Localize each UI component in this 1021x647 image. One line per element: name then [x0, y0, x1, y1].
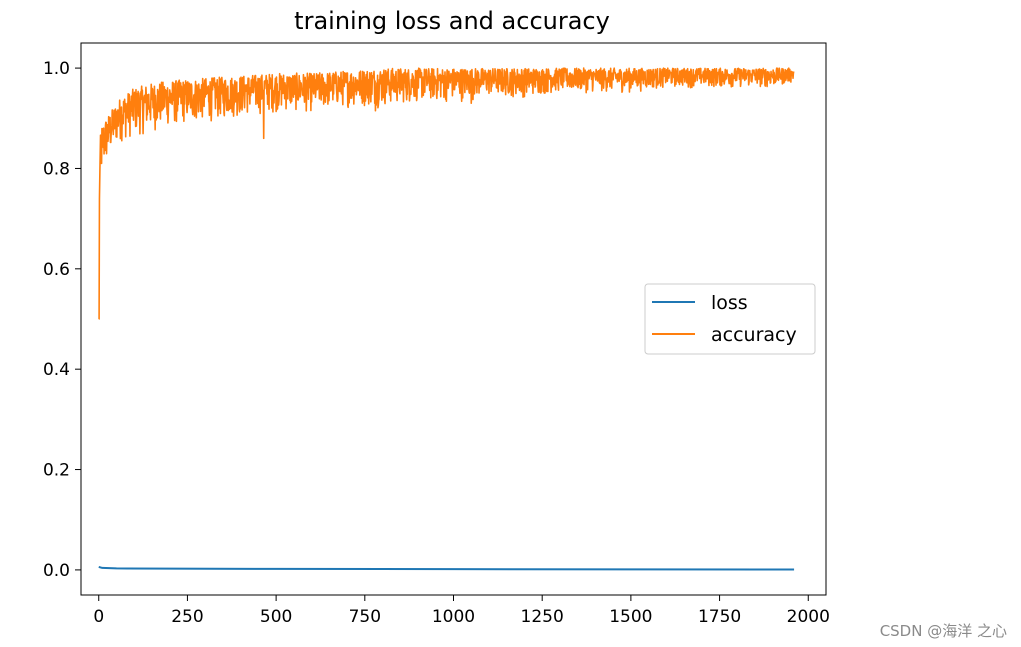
- x-tick-label: 2000: [787, 607, 830, 627]
- y-tick-label: 0.2: [43, 461, 70, 481]
- x-tick-label: 1500: [609, 607, 652, 627]
- y-axis: 0.0 0.2 0.4 0.6 0.8 1.0: [43, 59, 81, 581]
- x-tick-label: 1750: [698, 607, 741, 627]
- x-tick-label: 500: [260, 607, 292, 627]
- x-tick-label: 750: [349, 607, 381, 627]
- series-line-accuracy: [98, 67, 795, 320]
- legend-label-loss: loss: [711, 292, 748, 314]
- x-axis: 0 250 500 750 1000 1250 1500 1750 2000: [93, 595, 830, 627]
- y-tick-label: 1.0: [43, 59, 70, 79]
- x-tick-label: 1000: [432, 607, 475, 627]
- chart-title: training loss and accuracy: [294, 7, 610, 35]
- series-line-loss: [98, 565, 795, 571]
- y-tick-label: 0.4: [43, 360, 70, 380]
- x-tick-label: 1250: [521, 607, 564, 627]
- legend: loss accuracy: [644, 283, 816, 355]
- legend-label-accuracy: accuracy: [711, 324, 797, 346]
- y-tick-label: 0.8: [43, 159, 70, 179]
- x-tick-label: 250: [171, 607, 203, 627]
- y-tick-label: 0.0: [43, 561, 70, 581]
- x-tick-label: 0: [93, 607, 104, 627]
- watermark: CSDN @海洋 之心: [879, 622, 1007, 640]
- y-tick-label: 0.6: [43, 260, 70, 280]
